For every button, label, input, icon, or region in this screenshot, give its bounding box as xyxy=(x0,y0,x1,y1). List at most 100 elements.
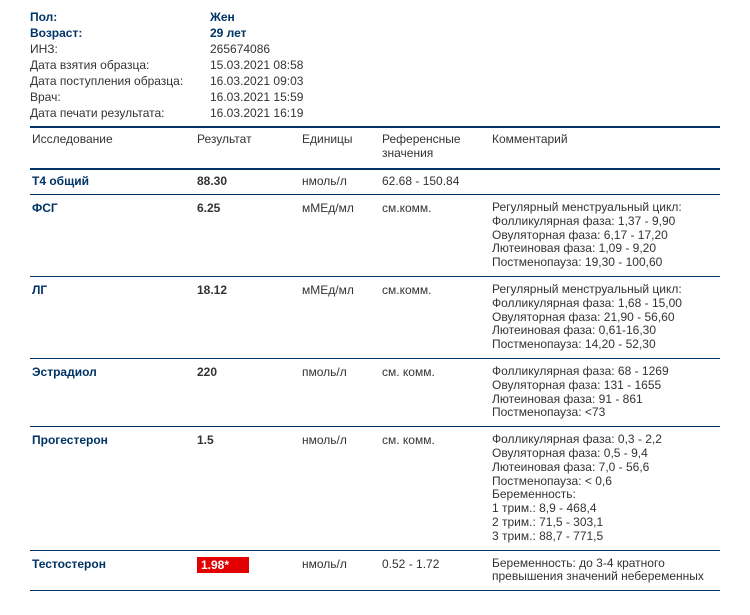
header-units: Единицы xyxy=(300,130,380,148)
units-cell: мМЕд/мл xyxy=(300,199,380,217)
comment-line: Постменопауза: 14,20 - 52,30 xyxy=(492,338,718,352)
table-row: ЛГ18.12мМЕд/млсм.комм.Регулярный менстру… xyxy=(30,281,720,354)
comment-line: Овуляторная фаза: 131 - 1655 xyxy=(492,379,718,393)
table-row: Эстрадиол220пмоль/лсм. комм.Фолликулярна… xyxy=(30,363,720,422)
meta-row-age: Возраст: 29 лет xyxy=(30,26,720,40)
comment-line: Постменопауза: < 0,6 xyxy=(492,475,718,489)
comment-cell: Беременность: до 3-4 кратногопревышения … xyxy=(490,555,720,587)
header-test: Исследование xyxy=(30,130,195,148)
table-row: Тестостерон1.98* нмоль/л0.52 - 1.72Береме… xyxy=(30,555,720,587)
test-name: ФСГ xyxy=(30,199,195,217)
comment-cell: Фолликулярная фаза: 68 - 1269Овуляторная… xyxy=(490,363,720,422)
meta-row-sample-taken: Дата взятия образца: 15.03.2021 08:58 xyxy=(30,58,720,72)
reference-cell: см. комм. xyxy=(380,363,490,381)
meta-label-sample-taken: Дата взятия образца: xyxy=(30,58,210,72)
test-name: Эстрадиол xyxy=(30,363,195,381)
comment-line: Фолликулярная фаза: 1,37 - 9,90 xyxy=(492,215,718,229)
result-cell: 88.30 xyxy=(195,172,300,190)
meta-value-age: 29 лет xyxy=(210,26,247,40)
comment-line: Лютеиновая фаза: 7,0 - 56,6 xyxy=(492,461,718,475)
meta-row-print: Дата печати результата: 16.03.2021 16:19 xyxy=(30,106,720,120)
result-cell: 18.12 xyxy=(195,281,300,299)
meta-value-sex: Жен xyxy=(210,10,235,24)
row-separator xyxy=(30,358,720,359)
comment-line: Овуляторная фаза: 21,90 - 56,60 xyxy=(492,311,718,325)
reference-cell: 62.68 - 150.84 xyxy=(380,172,490,190)
meta-value-sample-taken: 15.03.2021 08:58 xyxy=(210,58,303,72)
meta-value-doctor: 16.03.2021 15:59 xyxy=(210,90,303,104)
comment-line: Фолликулярная фаза: 0,3 - 2,2 xyxy=(492,433,718,447)
reference-cell: 0.52 - 1.72 xyxy=(380,555,490,573)
meta-label-inz: ИНЗ: xyxy=(30,42,210,56)
row-separator xyxy=(30,276,720,277)
table-header-row: Исследование Результат Единицы Референсн… xyxy=(30,130,720,162)
comment-line: Лютеиновая фаза: 91 - 861 xyxy=(492,393,718,407)
result-flagged: 1.98* xyxy=(197,557,249,573)
comment-line: 1 трим.: 8,9 - 468,4 xyxy=(492,502,718,516)
results-rows-container: Т4 общий88.30нмоль/л62.68 - 150.84ФСГ6.2… xyxy=(30,172,720,591)
reference-cell: см.комм. xyxy=(380,199,490,217)
comment-cell: Регулярный менструальный цикл:Фолликуляр… xyxy=(490,199,720,272)
result-value: 18.12 xyxy=(197,283,227,297)
meta-block: Пол: Жен Возраст: 29 лет ИНЗ: 265674086 … xyxy=(30,10,720,120)
meta-value-print: 16.03.2021 16:19 xyxy=(210,106,303,120)
comment-cell xyxy=(490,172,720,176)
row-separator xyxy=(30,194,720,195)
row-separator xyxy=(30,590,720,591)
units-cell: пмоль/л xyxy=(300,363,380,381)
result-cell: 220 xyxy=(195,363,300,381)
row-separator xyxy=(30,426,720,427)
meta-row-doctor: Врач: 16.03.2021 15:59 xyxy=(30,90,720,104)
comment-line: Беременность: до 3-4 кратного xyxy=(492,557,718,571)
comment-line: 2 трим.: 71,5 - 303,1 xyxy=(492,516,718,530)
meta-label-doctor: Врач: xyxy=(30,90,210,104)
table-row: ФСГ6.25 мМЕд/млсм.комм.Регулярный менстру… xyxy=(30,199,720,272)
lab-report-sheet: Пол: Жен Возраст: 29 лет ИНЗ: 265674086 … xyxy=(0,0,750,615)
result-cell: 1.98* xyxy=(195,555,300,575)
meta-label-age: Возраст: xyxy=(30,26,210,40)
reference-cell: см.комм. xyxy=(380,281,490,299)
header-result: Результат xyxy=(195,130,300,148)
comment-cell: Регулярный менструальный цикл:Фолликуляр… xyxy=(490,281,720,354)
meta-row-sex: Пол: Жен xyxy=(30,10,720,24)
table-row: Т4 общий88.30 нмоль/л62.68 - 150.84 xyxy=(30,172,720,190)
result-value: 88.30 xyxy=(197,174,227,188)
comment-line: Фолликулярная фаза: 1,68 - 15,00 xyxy=(492,297,718,311)
header-bottom-separator xyxy=(30,168,720,170)
comment-line: Регулярный менструальный цикл: xyxy=(492,201,718,215)
meta-value-inz: 265674086 xyxy=(210,42,270,56)
comment-cell: Фолликулярная фаза: 0,3 - 2,2Овуляторная… xyxy=(490,431,720,545)
reference-cell: см. комм. xyxy=(380,431,490,449)
meta-value-sample-received: 16.03.2021 09:03 xyxy=(210,74,303,88)
meta-row-sample-received: Дата поступления образца: 16.03.2021 09:… xyxy=(30,74,720,88)
test-name: Прогестерон xyxy=(30,431,195,449)
header-separator xyxy=(30,126,720,128)
comment-line: Постменопауза: <73 xyxy=(492,406,718,420)
comment-line: Лютеиновая фаза: 0,61-16,30 xyxy=(492,324,718,338)
comment-line: Регулярный менструальный цикл: xyxy=(492,283,718,297)
comment-line: Беременность: xyxy=(492,488,718,502)
test-name: Т4 общий xyxy=(30,172,195,190)
meta-label-sample-received: Дата поступления образца: xyxy=(30,74,210,88)
result-value: 1.5 xyxy=(197,433,214,447)
comment-line: Фолликулярная фаза: 68 - 1269 xyxy=(492,365,718,379)
meta-row-inz: ИНЗ: 265674086 xyxy=(30,42,720,56)
meta-label-sex: Пол: xyxy=(30,10,210,24)
units-cell: нмоль/л xyxy=(300,172,380,190)
comment-line: Постменопауза: 19,30 - 100,60 xyxy=(492,256,718,270)
result-value: 6.25 xyxy=(197,201,220,215)
comment-line: 3 трим.: 88,7 - 771,5 xyxy=(492,530,718,544)
header-comment: Комментарий xyxy=(490,130,720,148)
comment-line: Овуляторная фаза: 6,17 - 17,20 xyxy=(492,229,718,243)
result-cell: 6.25 xyxy=(195,199,300,217)
result-cell: 1.5 xyxy=(195,431,300,449)
meta-label-print: Дата печати результата: xyxy=(30,106,210,120)
units-cell: нмоль/л xyxy=(300,555,380,573)
test-name: Тестостерон xyxy=(30,555,195,573)
comment-line: Лютеиновая фаза: 1,09 - 9,20 xyxy=(492,242,718,256)
units-cell: мМЕд/мл xyxy=(300,281,380,299)
units-cell: нмоль/л xyxy=(300,431,380,449)
comment-line: превышения значений небеременных xyxy=(492,570,718,584)
header-ref: Референсные значения xyxy=(380,130,490,162)
table-row: Прогестерон1.5 нмоль/лсм. комм.Фолликуляр… xyxy=(30,431,720,545)
